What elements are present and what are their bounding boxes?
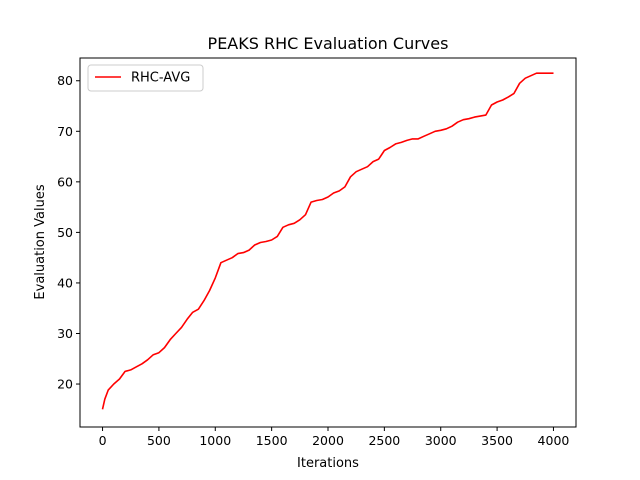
plot-area bbox=[101, 72, 554, 410]
x-tick-label: 1500 bbox=[256, 433, 288, 448]
legend-label-rhc-avg: RHC-AVG bbox=[131, 71, 190, 86]
x-tick-label: 2500 bbox=[368, 433, 400, 448]
y-tick-label: 40 bbox=[57, 275, 73, 290]
x-tick-label: 3500 bbox=[481, 433, 513, 448]
y-tick-label: 30 bbox=[57, 326, 73, 341]
x-tick-label: 4000 bbox=[538, 433, 570, 448]
y-tick-label: 50 bbox=[57, 225, 73, 240]
y-tick-label: 80 bbox=[57, 73, 73, 88]
x-axis-label: Iterations bbox=[297, 456, 359, 471]
y-tick-label: 70 bbox=[57, 124, 73, 139]
legend-box bbox=[87, 64, 204, 92]
x-tick-label: 3000 bbox=[425, 433, 457, 448]
chart-title: PEAKS RHC Evaluation Curves bbox=[208, 34, 449, 53]
x-tick-label: 2000 bbox=[312, 433, 344, 448]
x-tick-label: 0 bbox=[99, 433, 107, 448]
axes-frame bbox=[79, 57, 577, 428]
y-tick-label: 20 bbox=[57, 377, 73, 392]
x-tick-label: 500 bbox=[147, 433, 171, 448]
y-tick-label: 60 bbox=[57, 174, 73, 189]
legend: RHC-AVG bbox=[87, 64, 204, 92]
y-axis-label: Evaluation Values bbox=[33, 184, 48, 299]
axis-ticks: 0 500 1000 1500 2000 2500 3000 3500 4000 20 30 40 50… bbox=[57, 73, 569, 448]
series-line-rhc-avg bbox=[101, 72, 554, 410]
x-tick-label: 1000 bbox=[199, 433, 231, 448]
